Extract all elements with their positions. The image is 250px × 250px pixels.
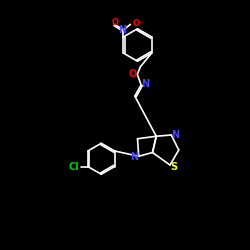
Text: N: N (142, 79, 150, 89)
Text: S: S (170, 162, 177, 172)
Text: N: N (118, 25, 126, 35)
Text: O⁻: O⁻ (133, 18, 144, 28)
Text: Cl: Cl (69, 162, 80, 172)
Text: O: O (111, 18, 118, 27)
Text: N: N (130, 152, 138, 162)
Text: O: O (129, 69, 137, 80)
Text: N: N (171, 130, 179, 140)
